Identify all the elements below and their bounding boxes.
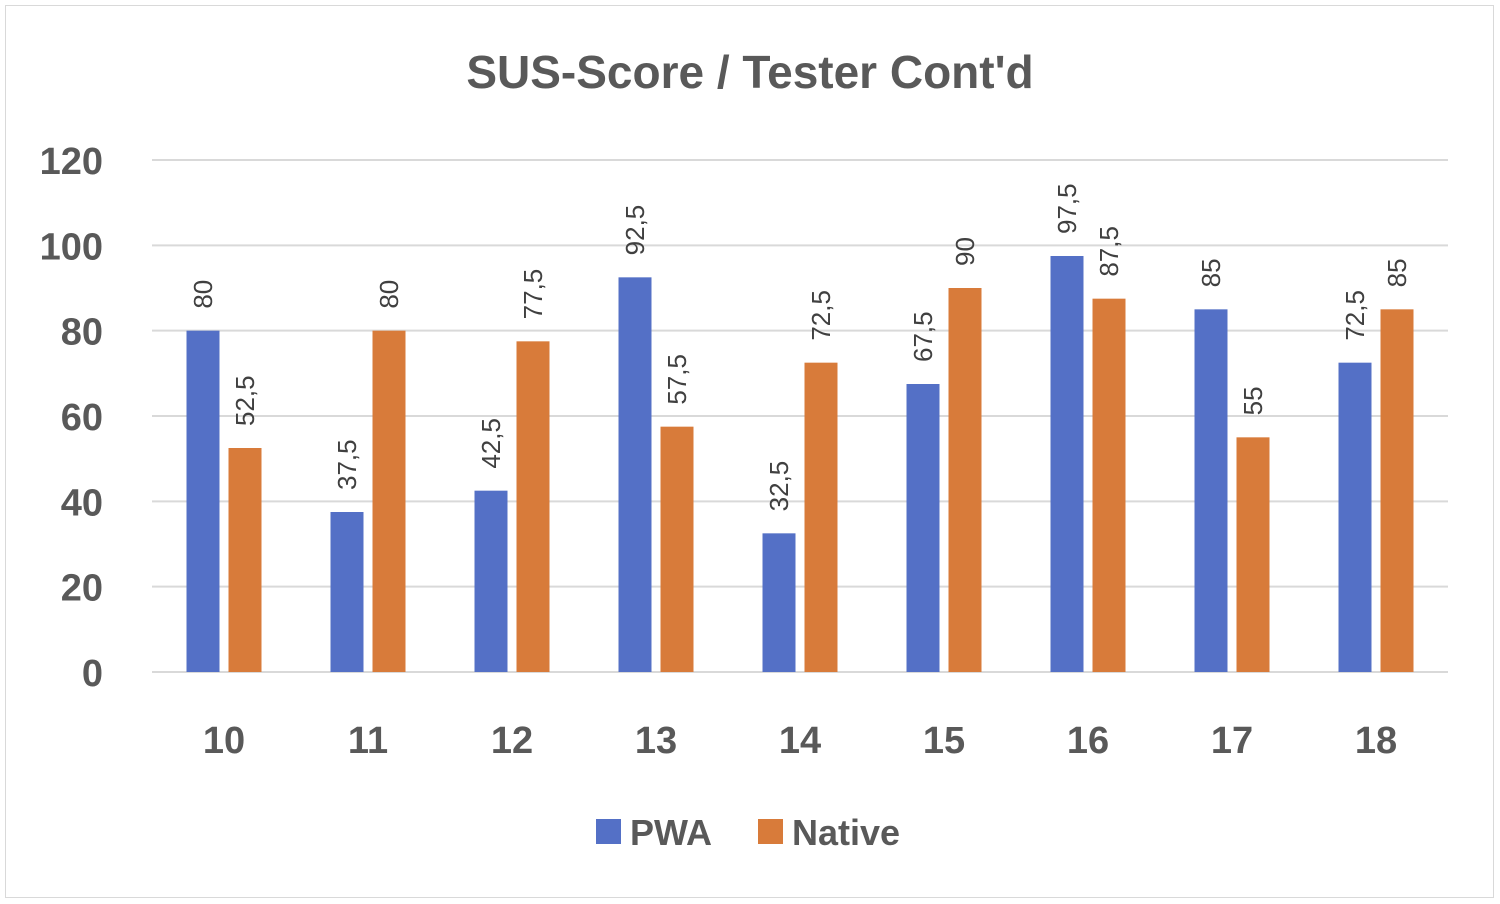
- bar-native-13: [660, 426, 694, 672]
- bar-native-14: [804, 362, 838, 672]
- bar-native-16: [1092, 298, 1126, 672]
- x-axis-ticks: 10 11 12 13 14 15 16 17 18: [203, 720, 1397, 762]
- x-tick-label: 15: [923, 720, 965, 762]
- bar-native-10: [228, 448, 262, 672]
- bar-pwa-12: [474, 490, 508, 672]
- y-tick-label: 100: [40, 226, 103, 268]
- legend: PWA Native: [596, 812, 900, 853]
- data-label-pwa-18: 72,5: [1340, 290, 1370, 341]
- legend-label-pwa: PWA: [630, 812, 712, 853]
- bar-native-12: [516, 341, 550, 672]
- y-tick-label: 40: [61, 482, 103, 524]
- x-tick-label: 14: [779, 720, 821, 762]
- gridlines: [152, 159, 1448, 673]
- data-label-native-10: 52,5: [230, 375, 260, 426]
- y-tick-label: 120: [40, 141, 103, 183]
- legend-swatch-native: [758, 819, 783, 844]
- legend-swatch-pwa: [596, 819, 621, 844]
- legend-label-native: Native: [792, 812, 900, 853]
- y-tick-label: 0: [82, 653, 103, 695]
- data-label-native-14: 72,5: [806, 290, 836, 341]
- y-tick-label: 60: [61, 397, 103, 439]
- x-tick-label: 16: [1067, 720, 1109, 762]
- bar-pwa-18: [1338, 362, 1372, 672]
- bar-native-18: [1380, 309, 1414, 672]
- bar-pwa-11: [330, 512, 364, 672]
- bar-pwa-14: [762, 533, 796, 672]
- data-label-native-11: 80: [374, 280, 404, 309]
- data-label-native-17: 55: [1238, 386, 1268, 415]
- data-labels: 80 52,5 37,5 80 42,5 77,5 92,5 57,5 32,5 72,5 67,5…: [188, 183, 1412, 511]
- x-tick-label: 13: [635, 720, 677, 762]
- data-label-pwa-13: 92,5: [620, 205, 650, 256]
- data-label-pwa-17: 85: [1196, 258, 1226, 287]
- data-label-pwa-15: 67,5: [908, 311, 938, 362]
- y-axis-ticks: 0 20 40 60 80 100 120: [40, 141, 103, 695]
- data-label-pwa-11: 37,5: [332, 439, 362, 490]
- data-label-native-15: 90: [950, 237, 980, 266]
- data-label-pwa-14: 32,5: [764, 461, 794, 512]
- x-tick-label: 18: [1355, 720, 1397, 762]
- data-label-native-12: 77,5: [518, 269, 548, 320]
- data-label-native-13: 57,5: [662, 354, 692, 405]
- bar-native-15: [948, 288, 982, 672]
- bar-pwa-15: [906, 384, 940, 672]
- chart-title: SUS-Score / Tester Cont'd: [466, 46, 1033, 98]
- x-tick-label: 10: [203, 720, 245, 762]
- data-label-pwa-16: 97,5: [1052, 183, 1082, 234]
- x-tick-label: 17: [1211, 720, 1253, 762]
- data-label-native-16: 87,5: [1094, 226, 1124, 277]
- data-label-native-18: 85: [1382, 258, 1412, 287]
- x-tick-label: 12: [491, 720, 533, 762]
- y-tick-label: 20: [61, 568, 103, 610]
- bars: [186, 256, 1414, 672]
- bar-native-11: [372, 330, 406, 672]
- x-tick-label: 11: [348, 720, 388, 762]
- data-label-pwa-10: 80: [188, 280, 218, 309]
- y-tick-label: 80: [61, 312, 103, 354]
- data-label-pwa-12: 42,5: [476, 418, 506, 469]
- bar-pwa-13: [618, 277, 652, 672]
- bar-native-17: [1236, 437, 1270, 672]
- bar-pwa-16: [1050, 256, 1084, 672]
- bar-pwa-10: [186, 330, 220, 672]
- bar-pwa-17: [1194, 309, 1228, 672]
